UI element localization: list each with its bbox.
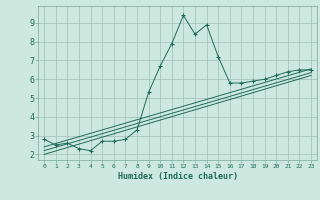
X-axis label: Humidex (Indice chaleur): Humidex (Indice chaleur) (118, 172, 238, 181)
